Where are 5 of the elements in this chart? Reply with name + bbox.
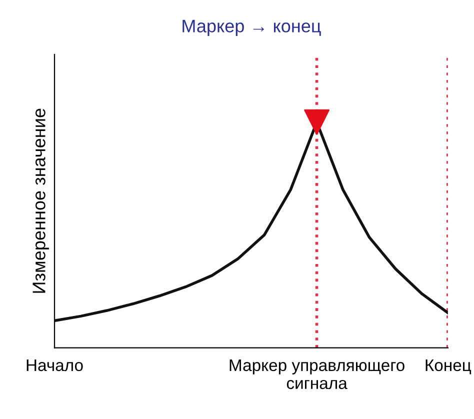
y-axis-title: Измеренное значение (32, 108, 49, 293)
x-tick-label: Конец (426, 359, 472, 374)
x-tick-label: Маркер управляющего сигнала (230, 359, 404, 390)
chart-title: Маркер → конец (182, 20, 321, 36)
x-tick-label: Начало (26, 359, 83, 372)
